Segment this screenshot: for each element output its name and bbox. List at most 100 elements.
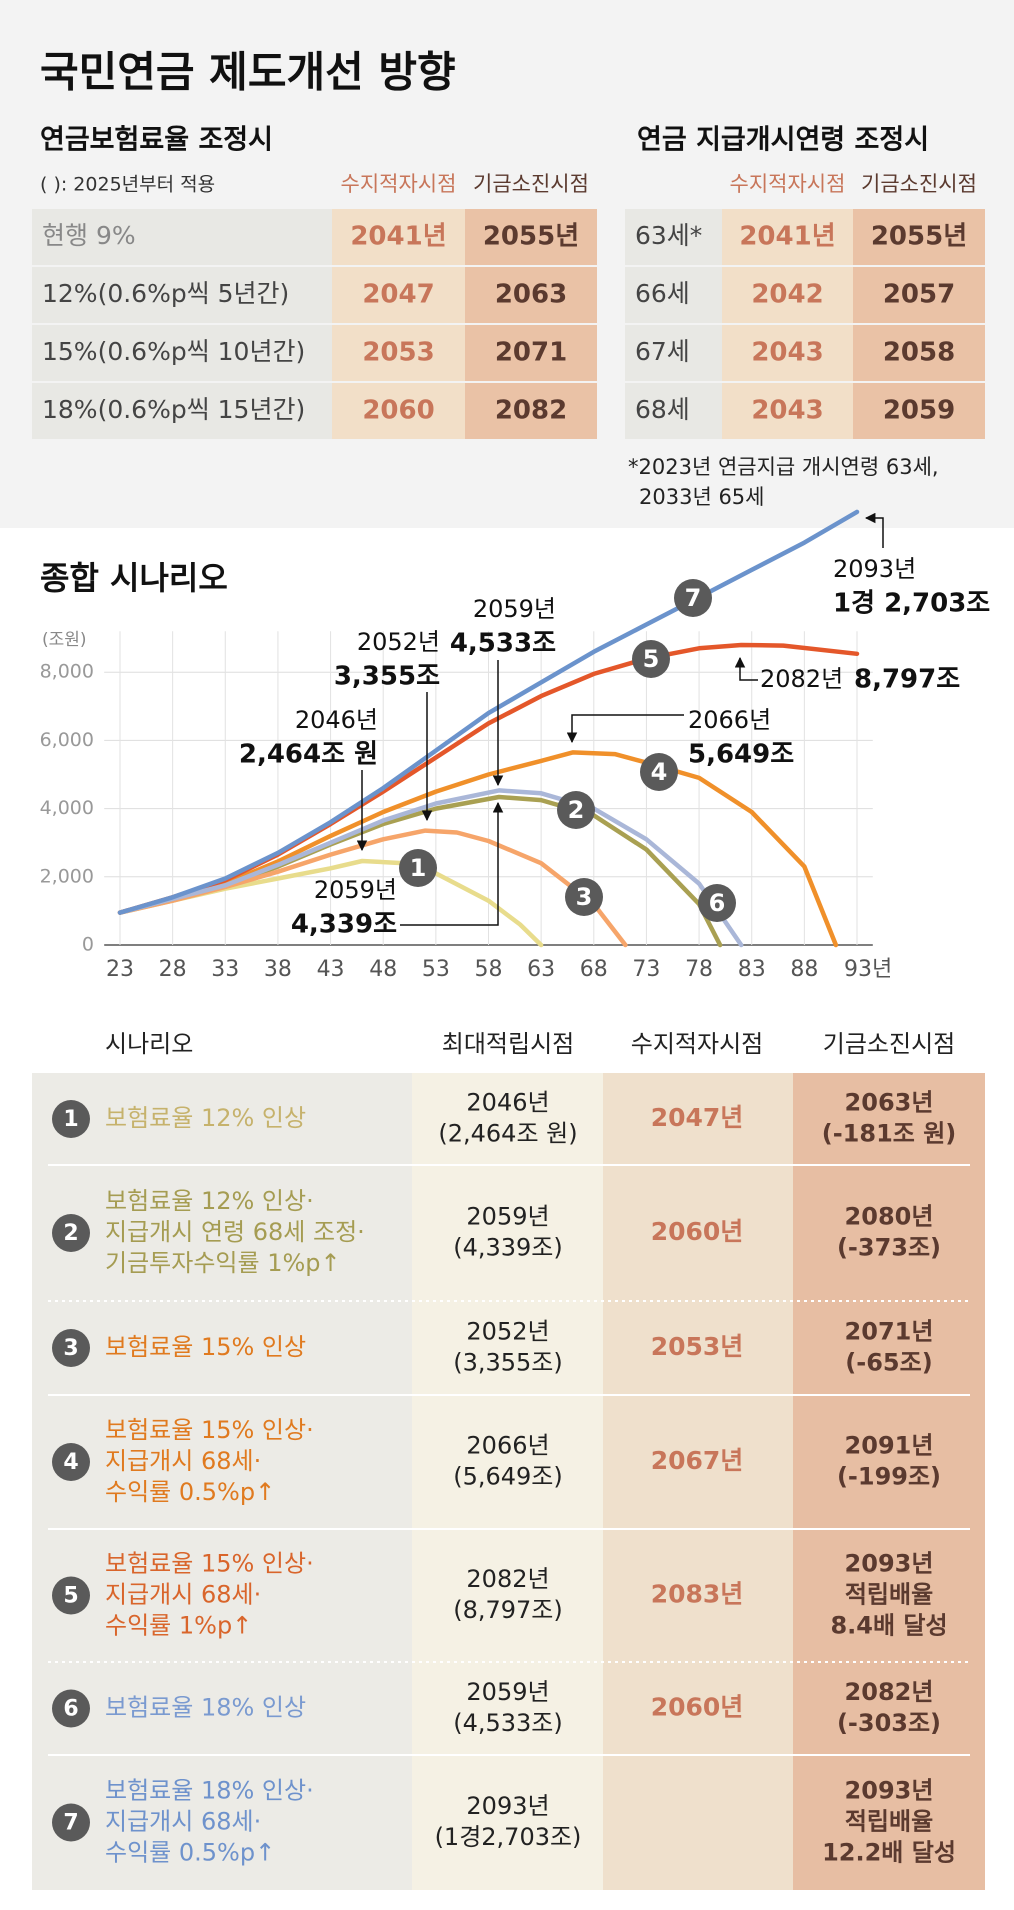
x-tick-label: 58 bbox=[475, 957, 503, 982]
peak-text: (8,797조) bbox=[453, 1596, 563, 1624]
series-name: 5 bbox=[643, 645, 660, 673]
series-line bbox=[117, 750, 839, 948]
row-number: 6 bbox=[63, 1697, 78, 1722]
scenario-text: 수익률 0.5%p↑ bbox=[105, 1478, 275, 1506]
column-bg bbox=[32, 1073, 412, 1890]
table-cell bbox=[722, 267, 853, 323]
row-badge bbox=[52, 1689, 90, 1728]
scenario-text: 보험료율 15% 인상· bbox=[105, 1416, 314, 1444]
annotation-text: 3,355조 bbox=[334, 662, 440, 692]
table-cell bbox=[625, 267, 722, 323]
table-cell bbox=[332, 267, 465, 323]
row-label: 68세 bbox=[635, 395, 690, 424]
scenario-text: 지급개시 68세· bbox=[105, 1447, 261, 1475]
x-tick-label: 88 bbox=[790, 957, 818, 982]
scenario-text: 보험료율 12% 인상 bbox=[105, 1104, 306, 1132]
table-title: 연금 지급개시연령 조정시 bbox=[637, 125, 929, 156]
annotation-arrow bbox=[864, 512, 884, 548]
depletion-text: 2080년 bbox=[845, 1203, 934, 1231]
cell-value: 2060 bbox=[362, 396, 434, 426]
peak-text: 2093년 bbox=[466, 1792, 549, 1820]
cell-value: 2043 bbox=[751, 396, 823, 426]
annotation-text: 2052년 bbox=[357, 628, 440, 656]
series-name: 2 bbox=[568, 796, 585, 824]
x-tick-label: 73 bbox=[632, 957, 660, 982]
table-cell bbox=[465, 325, 597, 381]
x-tick-label: 68 bbox=[580, 957, 608, 982]
x-tick-label: 33 bbox=[211, 957, 239, 982]
annotation-text: 2059년 bbox=[473, 595, 556, 623]
table-cell bbox=[332, 383, 465, 439]
scenario-text: 수익률 0.5%p↑ bbox=[105, 1839, 275, 1867]
scenario-text: 보험료율 18% 인상 bbox=[105, 1694, 306, 1722]
annotation-text: 5,649조 bbox=[688, 740, 794, 770]
x-tick-label: 83 bbox=[738, 957, 766, 982]
depletion-text: (-65조) bbox=[845, 1349, 932, 1377]
depletion-text: 적립배율 bbox=[845, 1808, 933, 1836]
cell-value: 2055년 bbox=[483, 222, 579, 252]
column-header: 최대적립시점 bbox=[442, 1030, 574, 1058]
cell-value: 2071 bbox=[495, 338, 567, 368]
annotation-arrow bbox=[400, 801, 504, 926]
deficit-text: 2047년 bbox=[651, 1103, 744, 1132]
cell-value: 2042 bbox=[751, 280, 823, 310]
column-header: 수지적자시점 bbox=[730, 172, 846, 196]
depletion-text: 8.4배 달성 bbox=[830, 1612, 947, 1640]
scenario-text: 지급개시 68세· bbox=[105, 1581, 261, 1609]
column-bg bbox=[793, 1073, 985, 1890]
column-bg bbox=[412, 1073, 603, 1890]
y-tick-label: 4,000 bbox=[40, 797, 94, 819]
row-badge bbox=[52, 1214, 90, 1252]
depletion-text: 2091년 bbox=[845, 1432, 934, 1460]
x-tick-label: 53 bbox=[422, 957, 450, 982]
table-cell bbox=[625, 325, 722, 381]
peak-text: (2,464조 원) bbox=[438, 1120, 577, 1148]
annotation-text: 2059년 bbox=[314, 876, 397, 904]
cell-value: 2082 bbox=[495, 396, 567, 426]
annotation-text: 2066년 bbox=[688, 706, 771, 734]
main-title: 국민연금 제도개선 방향 bbox=[40, 48, 456, 97]
annotation-text: 2093년 bbox=[833, 555, 916, 583]
x-tick-label: 28 bbox=[159, 957, 187, 982]
y-tick-label: 0 bbox=[82, 934, 94, 956]
row-label: 현행 9% bbox=[42, 221, 136, 250]
depletion-text: (-303조) bbox=[837, 1709, 941, 1737]
table-cell bbox=[32, 383, 332, 439]
annotation-text: 4,339조 bbox=[291, 910, 397, 940]
peak-text: 2046년 bbox=[466, 1089, 549, 1117]
table-cell bbox=[722, 383, 853, 439]
series-badge bbox=[698, 884, 736, 922]
scenario-text: 보험료율 15% 인상 bbox=[105, 1333, 306, 1361]
depletion-text: (-199조) bbox=[837, 1463, 941, 1491]
x-tick-label: 48 bbox=[369, 957, 397, 982]
x-tick-label: 93년 bbox=[844, 957, 892, 982]
series-badge bbox=[565, 878, 603, 916]
cell-value: 2055년 bbox=[871, 222, 967, 252]
series-line bbox=[117, 509, 860, 915]
y-tick-label: 2,000 bbox=[40, 865, 94, 887]
depletion-text: 2082년 bbox=[845, 1678, 934, 1706]
annotation-arrow bbox=[566, 714, 684, 744]
deficit-text: 2060년 bbox=[651, 1693, 744, 1722]
row-badge bbox=[52, 1576, 90, 1615]
chart-title: 종합 시나리오 bbox=[40, 559, 228, 597]
peak-text: (5,649조) bbox=[453, 1463, 563, 1491]
footnote: *2023년 연금지급 개시연령 63세, bbox=[628, 455, 939, 479]
row-badge bbox=[52, 1329, 90, 1367]
cell-value: 2063 bbox=[495, 280, 567, 310]
x-tick-label: 43 bbox=[317, 957, 345, 982]
scenario-text: 지급개시 연령 68세 조정· bbox=[105, 1218, 365, 1246]
depletion-text: 12.2배 달성 bbox=[822, 1839, 956, 1867]
depletion-text: 적립배율 bbox=[845, 1581, 933, 1609]
series-name: 7 bbox=[685, 584, 702, 612]
cell-value: 2058 bbox=[883, 338, 955, 368]
cell-value: 2059 bbox=[883, 396, 955, 426]
column-header: 시나리오 bbox=[105, 1030, 193, 1058]
series-name: 6 bbox=[709, 889, 726, 917]
annotation-text: 2082년 bbox=[760, 665, 843, 693]
table-cell bbox=[853, 209, 985, 265]
annotation-text: 2046년 bbox=[295, 706, 378, 734]
table-cell bbox=[853, 267, 985, 323]
peak-text: (4,339조) bbox=[453, 1234, 563, 1262]
